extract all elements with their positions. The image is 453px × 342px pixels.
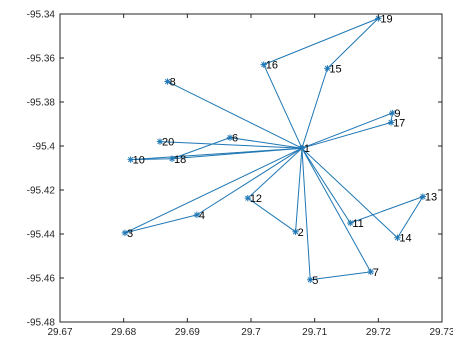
node-marker-18 (168, 155, 176, 162)
node-marker-14 (394, 234, 401, 241)
y-tick-label: -95.38 (27, 98, 56, 109)
link-1-18 (172, 147, 302, 160)
node-marker-3 (121, 229, 129, 237)
link-1-5 (301, 148, 311, 280)
node-marker-10 (127, 156, 134, 163)
node-marker-17 (387, 119, 395, 126)
link-1-11 (301, 147, 351, 224)
x-tick-label: 29.69 (175, 327, 200, 338)
link-10-18 (130, 158, 173, 161)
node-label-6: 6 (232, 133, 238, 145)
nodes-layer (121, 15, 427, 283)
link-11-13 (350, 196, 424, 224)
node-label-16: 16 (266, 60, 278, 72)
link-1-15 (301, 68, 328, 149)
link-1-7 (301, 147, 372, 273)
node-marker-11 (347, 219, 354, 227)
link-2-12 (247, 197, 296, 233)
node-marker-20 (156, 138, 164, 145)
node-label-15: 15 (329, 63, 341, 75)
node-label-20: 20 (162, 137, 174, 149)
node-label-10: 10 (133, 155, 145, 167)
x-tick-label: 29.71 (302, 327, 327, 338)
x-tick-label: 29.72 (366, 327, 391, 338)
link-5-7 (310, 271, 371, 281)
node-marker-13 (419, 193, 427, 200)
link-1-9 (301, 112, 393, 149)
node-marker-5 (307, 276, 314, 283)
link-6-18 (171, 137, 231, 160)
node-label-4: 4 (199, 210, 205, 222)
node-label-17: 17 (393, 117, 405, 129)
link-1-17 (301, 121, 392, 149)
node-label-13: 13 (425, 192, 437, 204)
link-3-4 (124, 214, 198, 234)
node-marker-9 (389, 109, 396, 117)
node-label-11: 11 (352, 218, 363, 230)
link-13-14 (397, 196, 424, 239)
node-marker-4 (193, 211, 201, 219)
link-1-14 (301, 147, 398, 239)
x-axis-ticks: 29.67 29.68 29.69 29.7 29.71 29.72 29.73 (47, 14, 453, 338)
link-1-6 (229, 137, 303, 149)
links-layer (124, 17, 424, 281)
node-marker-16 (260, 61, 267, 68)
x-tick-label: 29.67 (47, 327, 72, 338)
node-label-1: 1 (304, 143, 310, 155)
node-marker-7 (367, 268, 374, 276)
node-label-2: 2 (298, 227, 304, 239)
y-tick-label: -95.42 (27, 186, 56, 197)
link-1-20 (159, 141, 302, 149)
node-marker-8 (164, 78, 171, 85)
node-label-14: 14 (399, 233, 411, 245)
node-marker-1 (298, 145, 306, 152)
y-tick-label: -95.44 (27, 230, 56, 241)
plot-area-frame (59, 13, 443, 323)
node-label-8: 8 (170, 77, 176, 89)
y-tick-label: -95.48 (27, 318, 56, 329)
x-tick-label: 29.7 (241, 327, 261, 338)
link-15-19 (327, 18, 379, 69)
y-tick-label: -95.36 (27, 54, 56, 65)
x-tick-label: 29.73 (429, 327, 453, 338)
node-label-7: 7 (373, 267, 379, 279)
node-label-18: 18 (174, 154, 186, 166)
y-tick-label: -95.4 (32, 142, 55, 153)
node-label-9: 9 (394, 108, 400, 120)
link-1-2 (295, 148, 303, 232)
node-label-12: 12 (250, 193, 262, 205)
link-16-19 (263, 17, 379, 66)
link-1-4 (196, 147, 303, 216)
link-1-16 (263, 64, 303, 149)
link-1-12 (247, 147, 303, 199)
node-marker-6 (226, 134, 234, 141)
node-marker-2 (292, 228, 299, 235)
y-tick-label: -95.34 (27, 10, 56, 21)
node-label-5: 5 (312, 275, 318, 287)
node-label-19: 19 (380, 13, 392, 25)
x-tick-label: 29.68 (111, 327, 136, 338)
link-1-3 (124, 147, 303, 234)
node-label-3: 3 (127, 228, 133, 240)
node-marker-15 (324, 65, 331, 72)
y-axis-ticks: -95.48 -95.46 -95.44 -95.42 -95.4 -95.38 -95.3… (27, 10, 442, 329)
node-marker-12 (244, 194, 252, 202)
y-tick-label: -95.46 (27, 274, 56, 285)
link-1-8 (167, 81, 303, 149)
